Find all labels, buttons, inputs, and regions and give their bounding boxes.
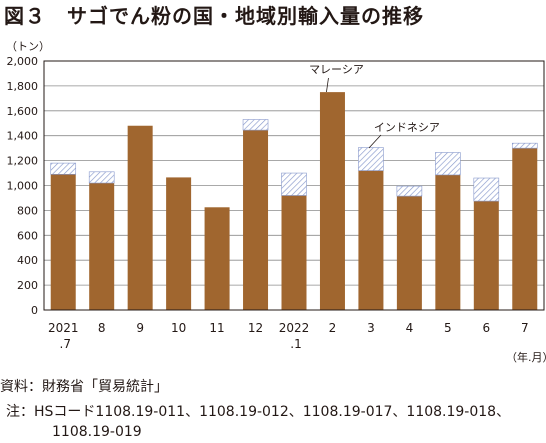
x-tick-label: 10 [171, 321, 186, 335]
x-tick-label: 9 [136, 321, 144, 335]
bar-malaysia [50, 174, 76, 310]
y-unit-label: （トン） [6, 40, 50, 53]
bar-indonesia [88, 171, 115, 184]
bar-indonesia [396, 185, 423, 197]
bar-malaysia [166, 177, 192, 310]
x-tick-label: 12 [248, 321, 263, 335]
source-note: 資料：財務省「貿易統計」 [0, 379, 168, 395]
bar-malaysia [512, 148, 538, 310]
footnote-line-1: 注：HSコード1108.19-011、1108.19-012、1108.19-0… [6, 404, 511, 420]
bars [50, 92, 538, 311]
annotation-leader [326, 77, 329, 93]
plot-frame [43, 60, 545, 311]
y-tick-label: 800 [17, 204, 38, 217]
bar-malaysia [473, 201, 499, 310]
x-tick-label: 4 [406, 321, 414, 335]
y-tick-label: 200 [17, 279, 38, 292]
footnote-line-2: 1108.19-019 [52, 424, 142, 440]
bar-malaysia [396, 196, 422, 310]
bar-malaysia [319, 92, 345, 310]
bar-malaysia [204, 207, 230, 310]
bar-indonesia [242, 119, 269, 131]
x-unit-label: （年.月） [506, 350, 546, 364]
x-tick-label: 2021 [48, 321, 79, 335]
x-tick-label: 11 [209, 321, 224, 335]
x-tick-label: .7 [60, 337, 71, 351]
x-tick-label: 6 [482, 321, 490, 335]
bar-malaysia [358, 170, 384, 310]
bar-indonesia [473, 177, 500, 202]
x-tick-labels: 2021 .7 8 9 10 11 12 2022 .1 2 3 4 5 6 7 [48, 321, 529, 351]
bar-indonesia [435, 152, 461, 176]
x-tick-label: 2022 [279, 321, 310, 335]
y-tick-label: 0 [31, 304, 38, 317]
y-tick-label: 1,200 [7, 155, 39, 168]
x-tick-label: .1 [290, 337, 301, 351]
bar-chart: （トン） 0 200 400 600 800 1,000 1,200 1,400 1,600 1,… [6, 40, 546, 364]
bar-indonesia [50, 162, 77, 175]
y-tick-label: 1,400 [7, 130, 39, 143]
x-tick-label: 7 [521, 321, 529, 335]
y-tick-label: 2,000 [7, 55, 39, 68]
bar-indonesia [281, 172, 307, 196]
figure-title: 図３ サゴでん粉の国・地域別輸入量の推移 [4, 4, 424, 28]
annotation-label: マレーシア [309, 63, 364, 76]
x-tick-label: 8 [98, 321, 106, 335]
annotation-leader [368, 134, 382, 149]
y-tick-label: 600 [17, 229, 38, 242]
x-tick-label: 5 [444, 321, 452, 335]
y-tick-label: 400 [17, 254, 38, 267]
bar-malaysia [89, 183, 115, 310]
bar-malaysia [281, 195, 307, 310]
bar-malaysia [435, 174, 461, 310]
y-tick-labels: 0 200 400 600 800 1,000 1,200 1,400 1,600 1,800 2,… [7, 55, 39, 317]
x-tick-label: 2 [329, 321, 337, 335]
bar-indonesia [511, 142, 538, 149]
bar-indonesia [358, 147, 384, 171]
annotation-label: インドネシア [374, 121, 440, 134]
bar-malaysia [127, 125, 153, 311]
bar-malaysia [243, 130, 269, 310]
y-tick-label: 1,000 [7, 180, 39, 193]
x-tick-label: 3 [367, 321, 375, 335]
y-tick-label: 1,800 [7, 80, 39, 93]
y-tick-label: 1,600 [7, 105, 39, 118]
